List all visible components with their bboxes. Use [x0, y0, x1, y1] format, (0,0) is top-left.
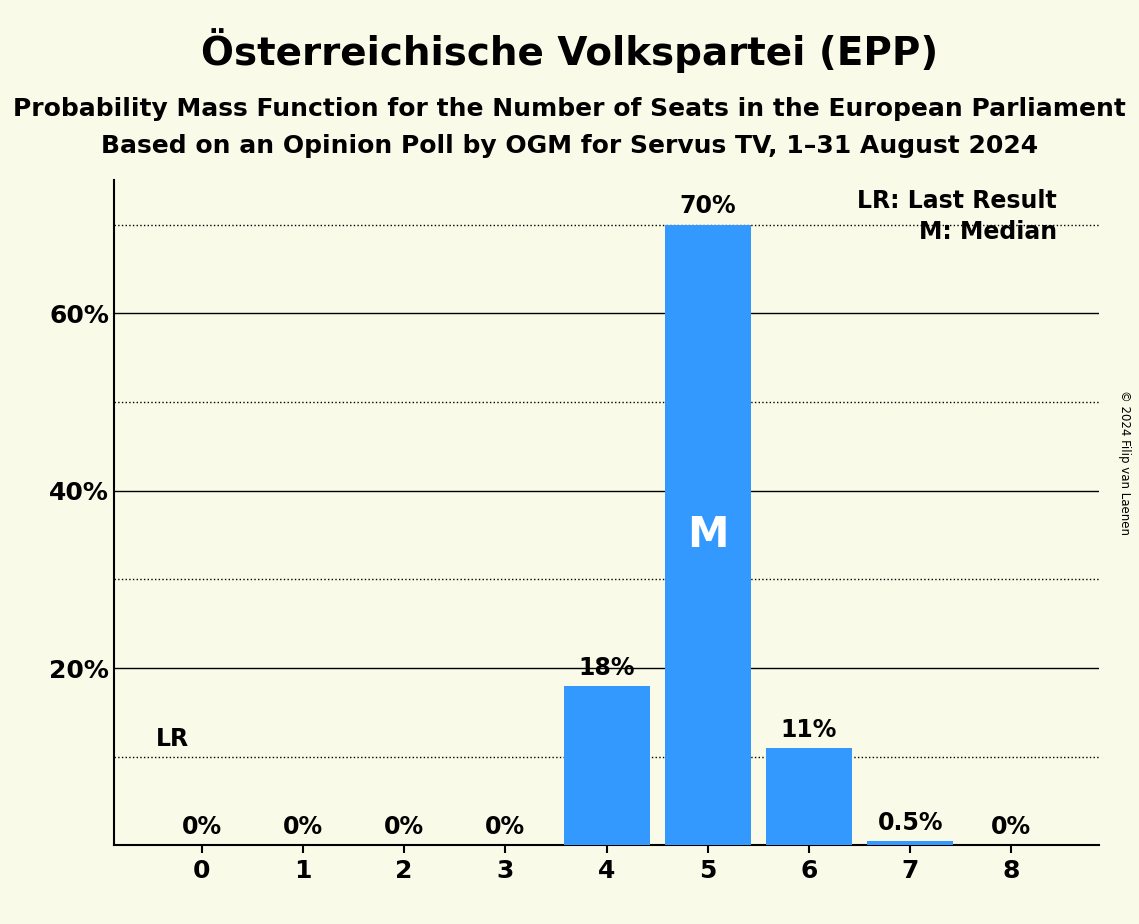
Text: 18%: 18% — [579, 656, 634, 679]
Text: 11%: 11% — [780, 718, 837, 742]
Bar — [564, 686, 649, 845]
Text: 0%: 0% — [384, 815, 424, 839]
Text: LR: LR — [156, 727, 189, 751]
Text: M: M — [687, 514, 729, 556]
Bar — [765, 748, 852, 845]
Text: 0%: 0% — [282, 815, 323, 839]
Text: 0%: 0% — [991, 815, 1032, 839]
Text: 0%: 0% — [485, 815, 525, 839]
Bar — [665, 225, 751, 845]
Text: M: Median: M: Median — [919, 220, 1057, 244]
Text: © 2024 Filip van Laenen: © 2024 Filip van Laenen — [1118, 390, 1131, 534]
Text: 0%: 0% — [181, 815, 222, 839]
Text: Based on an Opinion Poll by OGM for Servus TV, 1–31 August 2024: Based on an Opinion Poll by OGM for Serv… — [101, 134, 1038, 158]
Text: Probability Mass Function for the Number of Seats in the European Parliament: Probability Mass Function for the Number… — [13, 97, 1126, 121]
Text: Österreichische Volkspartei (EPP): Österreichische Volkspartei (EPP) — [200, 28, 939, 73]
Text: LR: Last Result: LR: Last Result — [858, 189, 1057, 213]
Bar — [867, 841, 953, 845]
Text: 70%: 70% — [679, 194, 736, 218]
Text: 0.5%: 0.5% — [877, 811, 943, 834]
